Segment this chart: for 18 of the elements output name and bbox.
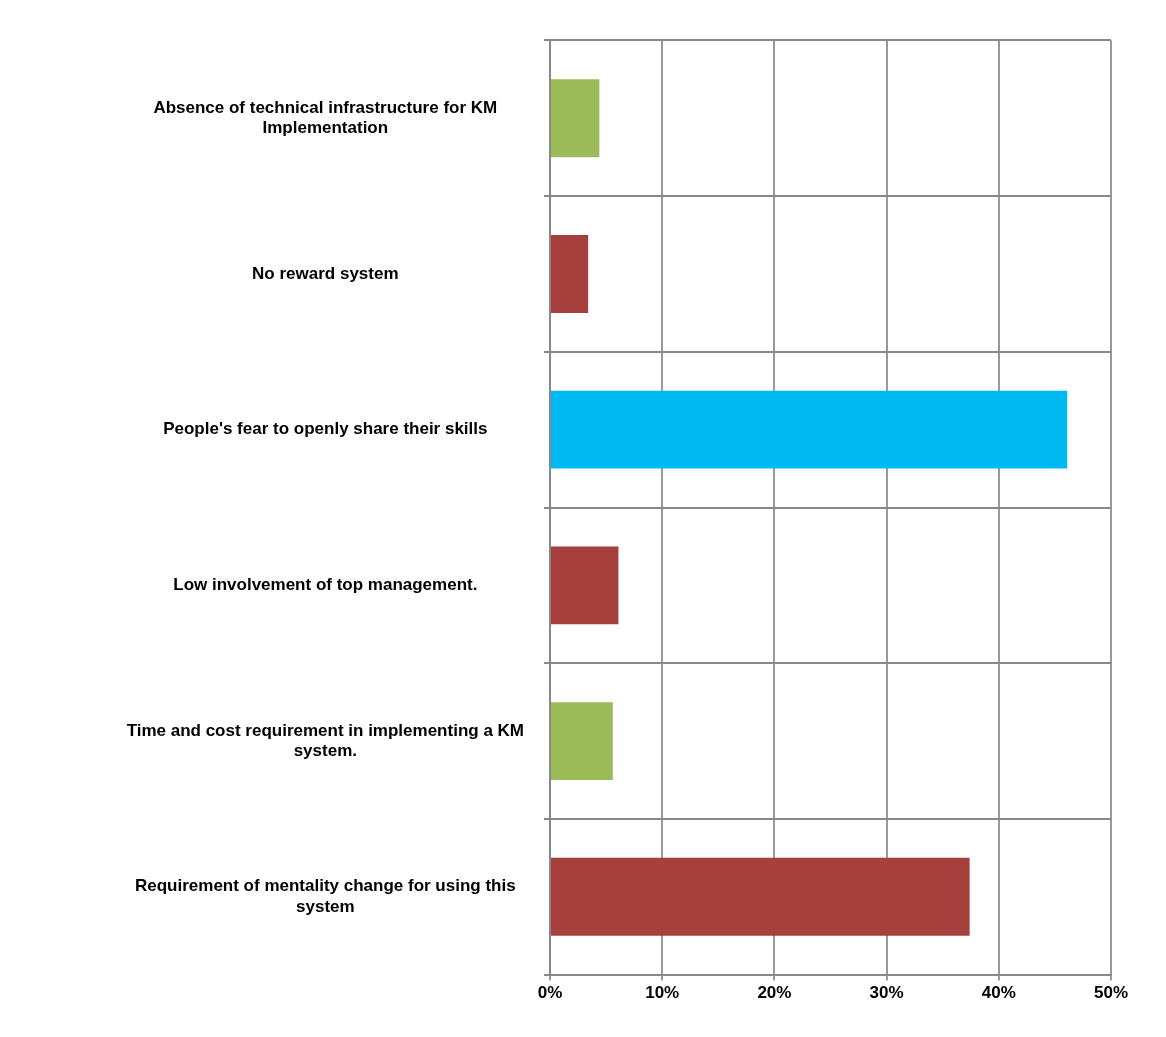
- y-tick-label: No reward system: [252, 263, 399, 283]
- y-tick-label: Requirement of mentality change for using this system: [134, 876, 516, 916]
- bar: [551, 235, 589, 313]
- x-tick-label: 0%: [537, 983, 563, 1003]
- bar: [551, 79, 600, 158]
- bar: [551, 546, 619, 625]
- x-tick-label: 20%: [757, 983, 792, 1003]
- y-tick-label: People's fear to openly share their skills: [163, 419, 488, 439]
- x-tick-label: 10%: [645, 983, 680, 1003]
- y-tick-label: Time and cost requirement in implementing a KM system.: [126, 720, 524, 760]
- x-tick-label: 50%: [1093, 983, 1129, 1003]
- x-tick-label: 30%: [869, 983, 904, 1003]
- bar: [551, 857, 970, 936]
- bar: [551, 702, 613, 780]
- y-tick-label: Absence of technical infrastructure for KM Implementation: [153, 97, 498, 138]
- x-tick-label: 40%: [981, 983, 1016, 1003]
- bar: [551, 390, 1068, 469]
- y-tick-label: Low involvement of top management.: [173, 575, 478, 595]
